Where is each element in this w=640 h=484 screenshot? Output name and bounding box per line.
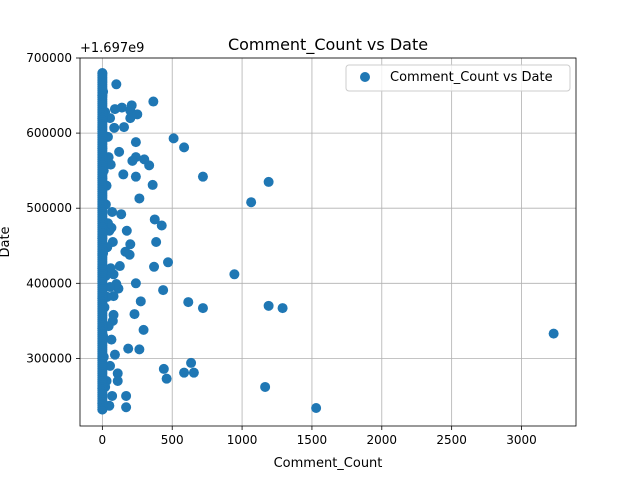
x-tick-label: 1500 xyxy=(297,433,328,447)
data-point xyxy=(130,278,141,289)
data-point xyxy=(126,100,137,111)
data-point xyxy=(229,269,240,280)
data-point xyxy=(112,368,123,379)
x-tick-label: 0 xyxy=(99,433,107,447)
data-point xyxy=(105,360,116,371)
data-point xyxy=(246,197,257,208)
data-point xyxy=(183,297,194,308)
data-point xyxy=(112,375,123,386)
data-point xyxy=(109,104,120,115)
data-point xyxy=(179,367,190,378)
data-point xyxy=(263,176,274,187)
data-point xyxy=(130,171,141,182)
y-axis-ticks: 300000 400000 500000 600000 700000 xyxy=(26,51,80,365)
data-point xyxy=(125,239,136,250)
data-point xyxy=(158,285,169,296)
data-point xyxy=(107,390,118,401)
y-axis-offset-label: +1.697e9 xyxy=(80,41,144,56)
data-point xyxy=(106,334,117,345)
data-point xyxy=(188,367,199,378)
data-point xyxy=(111,79,122,90)
data-point xyxy=(109,349,120,360)
data-point xyxy=(135,296,146,307)
data-point xyxy=(114,146,125,157)
x-axis-label: Comment_Count xyxy=(274,456,383,471)
data-point xyxy=(121,225,132,236)
data-point xyxy=(179,142,190,153)
data-point xyxy=(105,282,116,293)
data-point xyxy=(548,328,559,339)
chart-title: Comment_Count vs Date xyxy=(228,35,428,55)
data-point xyxy=(119,122,130,133)
data-point xyxy=(134,193,145,204)
data-point xyxy=(138,324,149,335)
plot-frame xyxy=(79,57,577,427)
x-tick-label: 1000 xyxy=(227,433,258,447)
data-point xyxy=(260,381,271,392)
data-point xyxy=(121,402,132,413)
data-point xyxy=(123,343,134,354)
data-point xyxy=(277,303,288,314)
legend: Comment_Count vs Date xyxy=(345,64,571,92)
y-tick-label: 400000 xyxy=(26,276,72,290)
x-tick-label: 2000 xyxy=(367,433,398,447)
x-tick-label: 500 xyxy=(161,433,184,447)
data-point xyxy=(105,159,116,170)
y-tick-label: 600000 xyxy=(26,126,72,140)
data-point xyxy=(130,137,141,148)
data-point xyxy=(161,373,172,384)
y-tick-label: 700000 xyxy=(26,51,72,65)
data-point xyxy=(158,363,169,374)
data-point xyxy=(129,309,140,320)
x-axis-ticks: 0 500 1000 1500 2000 2500 3000 xyxy=(99,426,537,447)
data-point xyxy=(148,96,159,107)
data-point xyxy=(120,246,131,257)
x-tick-label: 3000 xyxy=(506,433,537,447)
data-point xyxy=(151,237,162,247)
data-point xyxy=(149,214,160,225)
data-point xyxy=(114,261,125,272)
data-point xyxy=(186,357,197,368)
y-axis-label: Date xyxy=(0,226,13,257)
data-point xyxy=(121,390,132,401)
data-point xyxy=(311,402,322,413)
data-point xyxy=(132,109,143,120)
data-point xyxy=(156,220,167,231)
data-point xyxy=(127,155,138,166)
data-point xyxy=(149,261,160,272)
data-point xyxy=(163,257,174,268)
data-point xyxy=(107,206,118,217)
data-point xyxy=(97,68,108,79)
data-point xyxy=(118,169,129,180)
x-tick-label: 2500 xyxy=(436,433,467,447)
data-point xyxy=(197,303,208,314)
y-tick-label: 300000 xyxy=(26,351,72,365)
data-point xyxy=(168,133,179,144)
legend-marker xyxy=(360,72,370,82)
y-tick-label: 500000 xyxy=(26,201,72,215)
data-point xyxy=(109,122,120,133)
data-point xyxy=(139,154,150,165)
data-point xyxy=(116,209,127,220)
legend-label: Comment_Count vs Date xyxy=(390,70,553,85)
data-point xyxy=(147,179,158,190)
legend-box xyxy=(345,64,571,92)
data-point xyxy=(263,300,274,311)
data-point xyxy=(197,171,208,182)
data-point xyxy=(105,263,116,274)
data-points xyxy=(97,68,559,415)
data-point xyxy=(134,344,145,355)
